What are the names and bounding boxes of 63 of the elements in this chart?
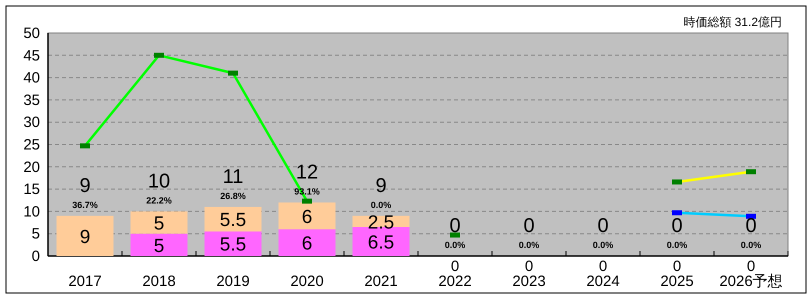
x-tick-label: 2019 bbox=[216, 273, 250, 290]
annotation: 26.8% bbox=[220, 190, 246, 201]
data-label: 5 bbox=[154, 236, 164, 257]
annotation: 22.2% bbox=[146, 195, 172, 206]
bar bbox=[130, 211, 188, 234]
total-label: 0 bbox=[524, 258, 534, 275]
data-label: 0 bbox=[671, 215, 683, 237]
chart-subtitle: 時価総額 31.2億円 bbox=[683, 15, 782, 29]
y-tick-label: 0 bbox=[32, 248, 40, 265]
total-label: 12 bbox=[296, 161, 318, 184]
x-tick-label: 2026予想 bbox=[719, 273, 783, 290]
bar bbox=[56, 216, 114, 256]
bar bbox=[352, 227, 410, 256]
total-label: 11 bbox=[222, 166, 244, 188]
bar bbox=[130, 234, 188, 256]
data-label: 2.5 bbox=[368, 212, 394, 234]
y-tick-label: 5 bbox=[32, 226, 40, 243]
data-label: 6 bbox=[302, 234, 312, 255]
data-label: 0 bbox=[523, 215, 535, 237]
data-label: 9 bbox=[80, 226, 90, 248]
annotation: 0.0% bbox=[518, 240, 540, 250]
annotation: 0.0% bbox=[444, 240, 466, 250]
total-label: 0 bbox=[598, 258, 608, 275]
annotation: 0.0% bbox=[370, 200, 392, 210]
total-label: 10 bbox=[148, 170, 170, 192]
data-label: 6 bbox=[302, 206, 312, 228]
x-tick-label: 2017 bbox=[68, 273, 102, 290]
total-label: 0 bbox=[450, 258, 460, 275]
y-tick-label: 25 bbox=[23, 136, 40, 154]
data-label: 0 bbox=[449, 215, 461, 237]
y-tick-label: 45 bbox=[23, 47, 40, 64]
data-label: 5 bbox=[154, 214, 164, 235]
y-tick-label: 35 bbox=[23, 92, 40, 109]
data-label: 5.5 bbox=[220, 234, 246, 256]
annotation: 0.0% bbox=[740, 240, 762, 250]
bar bbox=[278, 229, 336, 256]
y-tick-label: 15 bbox=[23, 181, 40, 198]
data-label: 0 bbox=[745, 215, 757, 237]
annotation: 0.0% bbox=[592, 240, 614, 250]
x-tick-label: 2025 bbox=[660, 273, 694, 290]
annotation: 36.7% bbox=[72, 200, 98, 210]
total-label: 9 bbox=[79, 174, 91, 197]
x-tick-label: 2021 bbox=[364, 273, 398, 290]
y-tick-label: 50 bbox=[23, 25, 40, 42]
data-label: 0 bbox=[597, 215, 609, 237]
bar bbox=[204, 206, 262, 232]
total-label: 9 bbox=[375, 174, 387, 197]
x-tick-label: 2023 bbox=[512, 273, 546, 290]
x-tick-label: 2022 bbox=[438, 273, 472, 290]
bar bbox=[204, 231, 262, 256]
data-label: 6.5 bbox=[368, 232, 394, 254]
total-label: 0 bbox=[672, 258, 682, 275]
y-tick-label: 10 bbox=[23, 203, 40, 220]
data-label: 5.5 bbox=[220, 210, 246, 232]
x-tick-label: 2020 bbox=[290, 273, 324, 290]
y-tick-label: 20 bbox=[23, 158, 40, 176]
x-tick-label: 2018 bbox=[142, 273, 176, 290]
x-tick-label: 2024 bbox=[586, 273, 620, 290]
y-tick-label: 30 bbox=[23, 114, 40, 132]
total-label: 0 bbox=[746, 258, 756, 275]
annotation: 0.0% bbox=[666, 240, 688, 250]
y-tick-label: 40 bbox=[23, 70, 40, 87]
bar bbox=[278, 202, 336, 230]
